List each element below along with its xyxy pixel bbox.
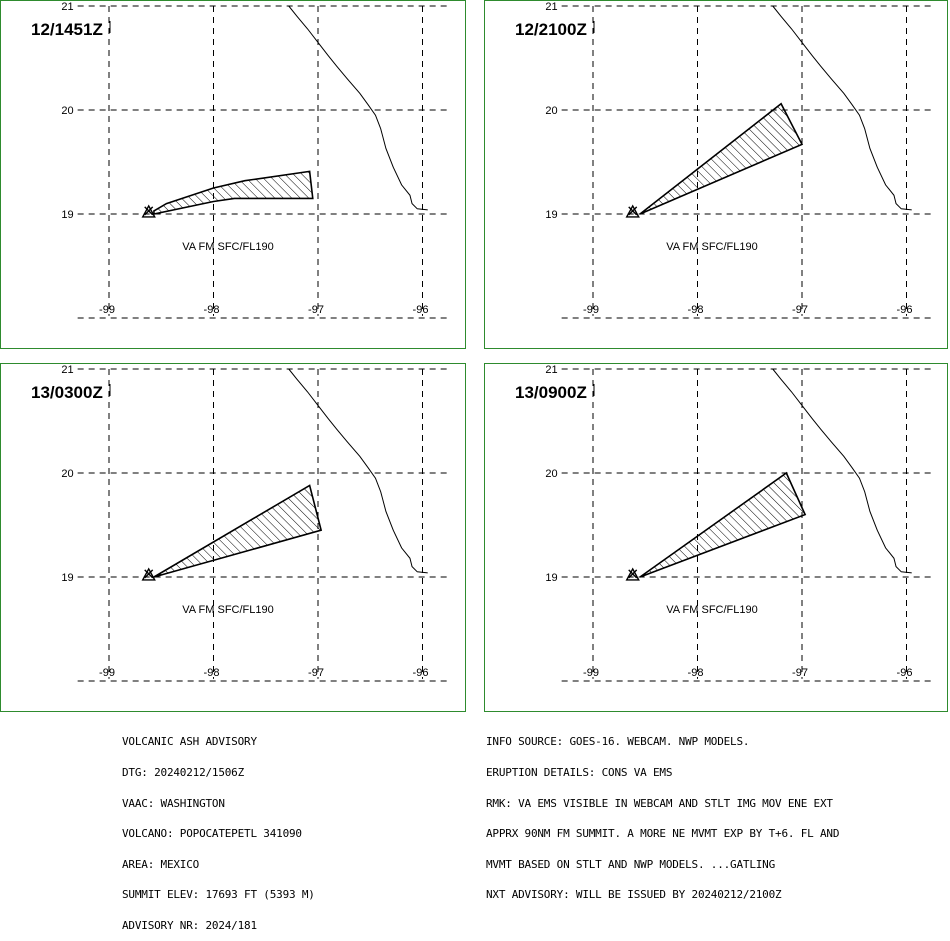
advisory-line: SUMMIT ELEV: 17693 FT (5393 M)	[122, 888, 315, 902]
lon-tick-label: -97	[308, 667, 324, 679]
ash-cloud-polygon	[153, 170, 314, 215]
lat-tick-label: 21	[61, 364, 73, 376]
lon-tick-label: -98	[204, 667, 220, 679]
advisory-line: MVMT BASED ON STLT AND NWP MODELS. ...GA…	[486, 857, 776, 871]
lon-tick-label: -96	[413, 667, 429, 679]
volcano-x-mark	[144, 206, 154, 216]
lon-tick-label: -98	[688, 304, 704, 316]
map-panel-4: -99 -98 -97 -96 21 20 19 13/0900Z VA FM SFC/FL19…	[484, 363, 948, 712]
panel-time-label: 12/1451Z	[31, 20, 103, 39]
map-svg: -99 -98 -97 -96 21 20 19 12/2100Z VA FM SFC/FL19…	[515, 1, 933, 319]
coastline	[772, 368, 912, 574]
lat-tick-label: 19	[61, 209, 73, 221]
ash-cloud-polygon	[153, 484, 323, 578]
advisory-line: DTG: 20240212/1506Z	[122, 766, 245, 779]
advisory-line: INFO SOURCE: GOES-16. WEBCAM. NWP MODELS…	[486, 735, 750, 749]
advisory-line: AREA: MEXICO	[122, 857, 200, 871]
lat-tick-label: 20	[545, 105, 557, 117]
lon-tick-label: -99	[583, 304, 599, 316]
lon-tick-label: -99	[583, 667, 599, 679]
coastline	[288, 5, 428, 211]
lon-tick-label: -96	[897, 667, 913, 679]
lat-tick-label: 20	[61, 468, 73, 480]
map-panel-1: -99 -98 -97 -96 21 20 19 12/1451Z VA FM SFC/FL19…	[0, 0, 466, 349]
map-svg: -99 -98 -97 -96 21 20 19 12/1451Z VA FM SFC/FL19…	[31, 1, 449, 319]
panel-time-label: 12/2100Z	[515, 20, 587, 39]
lat-tick-label: 20	[545, 468, 557, 480]
lon-tick-label: -96	[413, 304, 429, 316]
advisory-left: VOLCANIC ASH ADVISORY DTG: 20240212/1506…	[122, 717, 315, 941]
coastline	[288, 368, 428, 574]
lon-tick-label: -96	[897, 304, 913, 316]
lon-tick-label: -97	[308, 304, 324, 316]
advisory-line: ERUPTION DETAILS: CONS VA EMS	[486, 766, 673, 779]
va-flight-level-label: VA FM SFC/FL190	[666, 241, 758, 253]
volcano-icon	[625, 567, 640, 581]
lat-tick-label: 21	[545, 364, 557, 376]
map-svg: -99 -98 -97 -96 21 20 19 13/0300Z VA FM SFC/FL19…	[31, 364, 449, 682]
lon-tick-label: -99	[99, 304, 115, 316]
lat-tick-label: 21	[545, 1, 557, 13]
advisory-line: VOLCANO: POPOCATEPETL 341090	[122, 827, 302, 841]
map-panel-3: -99 -98 -97 -96 21 20 19 13/0300Z VA FM SFC/FL19…	[0, 363, 466, 712]
lon-tick-label: -97	[792, 304, 808, 316]
advisory-line: ADVISORY NR: 2024/181	[122, 918, 257, 932]
lon-tick-label: -99	[99, 667, 115, 679]
lat-tick-label: 19	[545, 572, 557, 584]
lat-tick-label: 21	[61, 1, 73, 13]
advisory-line: APPRX 90NM FM SUMMIT. A MORE NE MVMT EXP…	[486, 827, 840, 841]
map-panel-2: -99 -98 -97 -96 21 20 19 12/2100Z VA FM SFC/FL19…	[484, 0, 948, 349]
lat-tick-label: 20	[61, 105, 73, 117]
advisory-line: RMK: VA EMS VISIBLE IN WEBCAM AND STLT I…	[486, 796, 833, 810]
advisory-line: VAAC: WASHINGTON	[122, 796, 225, 810]
advisory-line: VOLCANIC ASH ADVISORY	[122, 735, 257, 749]
advisory-right: INFO SOURCE: GOES-16. WEBCAM. NWP MODELS…	[486, 717, 839, 911]
volcano-icon	[625, 204, 640, 218]
va-flight-level-label: VA FM SFC/FL190	[182, 241, 274, 253]
lat-tick-label: 19	[61, 572, 73, 584]
volcano-icon	[141, 204, 156, 218]
ash-cloud-polygon	[639, 471, 807, 578]
coastline	[772, 5, 912, 211]
va-flight-level-label: VA FM SFC/FL190	[666, 604, 758, 616]
va-flight-level-label: VA FM SFC/FL190	[182, 604, 274, 616]
lon-tick-label: -98	[688, 667, 704, 679]
volcano-icon	[141, 567, 156, 581]
volcano-x-mark	[628, 569, 638, 579]
advisory-line: NXT ADVISORY: WILL BE ISSUED BY 20240212…	[486, 888, 782, 902]
panel-time-label: 13/0300Z	[31, 383, 103, 402]
ash-cloud-polygon	[639, 102, 804, 215]
lon-tick-label: -97	[792, 667, 808, 679]
lat-tick-label: 19	[545, 209, 557, 221]
panel-time-label: 13/0900Z	[515, 383, 587, 402]
map-svg: -99 -98 -97 -96 21 20 19 13/0900Z VA FM SFC/FL19…	[515, 364, 933, 682]
lon-tick-label: -98	[204, 304, 220, 316]
volcano-x-mark	[628, 206, 638, 216]
volcano-x-mark	[144, 569, 154, 579]
